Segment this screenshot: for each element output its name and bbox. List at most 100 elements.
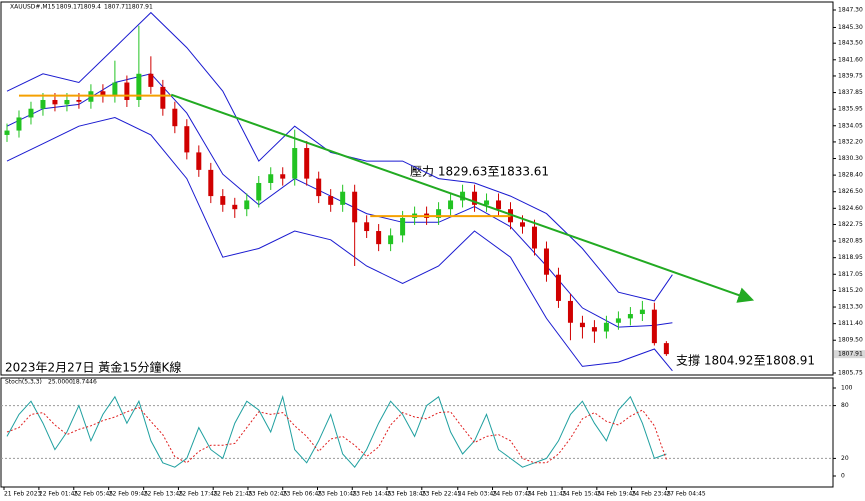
current-price: 1807.91 <box>838 351 863 358</box>
candle-body <box>555 274 561 301</box>
candle-body <box>615 318 621 323</box>
candle-body <box>16 117 22 131</box>
x-tick-label: 22 Feb 21:45 <box>213 491 253 498</box>
price-box <box>834 350 865 359</box>
candle-body <box>112 82 118 96</box>
y-tick-label: 1809.50 <box>838 337 863 344</box>
y-tick-label: 1843.50 <box>838 40 863 47</box>
stoch-main-value: 25.0000 <box>48 379 73 386</box>
header-high: 1809.4 <box>80 4 101 11</box>
candle-body <box>160 86 166 109</box>
symbol: XAUUSD#,M15 <box>10 4 55 11</box>
stoch-signal-value: 18.7446 <box>72 379 97 386</box>
y-tick-label: 1828.40 <box>838 172 863 179</box>
candle-body <box>364 222 370 232</box>
x-tick-label: 24 Feb 23:45 <box>632 491 672 498</box>
candle-body <box>496 200 502 210</box>
x-tick-label: 23 Feb 02:45 <box>248 491 288 498</box>
y-tick-label: 1822.75 <box>838 221 863 228</box>
candle-body <box>4 130 10 135</box>
stoch-tick-label: 20 <box>841 455 849 462</box>
header-low: 1807.71 <box>104 4 129 11</box>
x-tick-label: 24 Feb 11:45 <box>527 491 567 498</box>
x-tick-label: 21 Feb 2023 <box>4 491 42 498</box>
candle-body <box>304 148 310 179</box>
candle-body <box>64 99 70 105</box>
candle-body <box>448 200 454 210</box>
candle-body <box>519 222 525 227</box>
candle-body <box>136 73 142 100</box>
x-tick-label: 22 Feb 09:45 <box>109 491 149 498</box>
candle-body <box>268 174 274 183</box>
x-tick-label: 22 Feb 17:45 <box>178 491 218 498</box>
candle-body <box>627 314 633 319</box>
x-tick-label: 23 Feb 14:45 <box>352 491 392 498</box>
candle-body <box>484 200 490 205</box>
candle-body <box>328 196 334 205</box>
y-tick-label: 1832.20 <box>838 138 863 145</box>
y-tick-label: 1818.95 <box>838 254 863 261</box>
candle-body <box>76 99 82 102</box>
stoch-name: Stoch(5,3,3) <box>5 379 42 386</box>
candle-body <box>508 209 514 223</box>
stoch-frame <box>0 377 834 488</box>
x-tick-label: 27 Feb 04:45 <box>666 491 706 498</box>
candle-body <box>460 191 466 201</box>
stoch-tick-label: 0 <box>841 473 845 480</box>
candle-body <box>28 108 34 118</box>
y-tick-label: 1826.50 <box>838 188 863 195</box>
x-tick-label: 23 Feb 06:45 <box>283 491 323 498</box>
y-tick-label: 1835.95 <box>838 106 863 113</box>
candle-body <box>196 152 202 170</box>
candle-body <box>124 82 130 100</box>
candle-body <box>52 99 58 105</box>
candle-body <box>232 204 238 210</box>
candle-body <box>220 196 226 205</box>
resistance-note: 壓力 1829.63至1833.61 <box>410 165 549 179</box>
y-tick-label: 1845.30 <box>838 24 863 31</box>
trendline <box>170 93 755 303</box>
candle-body <box>591 327 597 332</box>
x-tick-label: 23 Feb 18:45 <box>387 491 427 498</box>
candle-body <box>340 191 346 205</box>
y-tick-label: 1820.85 <box>838 238 863 245</box>
candle-body <box>531 226 537 249</box>
y-tick-label: 1847.30 <box>838 7 863 14</box>
header-close: 1807.91 <box>128 4 153 11</box>
x-tick-label: 22 Feb 01:45 <box>39 491 79 498</box>
x-tick-label: 24 Feb 19:45 <box>597 491 637 498</box>
y-tick-label: 1824.60 <box>838 205 863 212</box>
y-tick-label: 1837.85 <box>838 89 863 96</box>
candle-body <box>100 91 106 96</box>
candle-body <box>280 174 286 179</box>
stoch-tick-label: 100 <box>841 385 853 392</box>
y-tick-label: 1805.75 <box>838 370 863 377</box>
candle-body <box>567 300 573 323</box>
y-tick-label: 1813.30 <box>838 304 863 311</box>
y-tick-label: 1839.75 <box>838 72 863 79</box>
candle-body <box>663 343 669 355</box>
x-tick-label: 22 Feb 05:45 <box>74 491 114 498</box>
y-tick-label: 1830.30 <box>838 155 863 162</box>
candle-body <box>352 191 358 223</box>
candle-body <box>148 73 154 87</box>
x-tick-label: 24 Feb 03:45 <box>458 491 498 498</box>
date-note: 2023年2月27日 黃金15分鐘K線 <box>5 360 181 375</box>
y-tick-label: 1811.40 <box>838 320 863 327</box>
candle-body <box>292 148 298 179</box>
candle-body <box>436 209 442 218</box>
candle-body <box>316 178 322 197</box>
candle-body <box>639 309 645 315</box>
band-middle <box>6 73 673 328</box>
main-frame <box>0 1 834 376</box>
candle-body <box>184 126 190 153</box>
x-tick-label: 23 Feb 10:45 <box>317 491 357 498</box>
candle-body <box>400 217 406 236</box>
candle-body <box>256 182 262 201</box>
stoch-signal <box>6 406 667 464</box>
candle-body <box>172 108 178 127</box>
candle-body <box>579 322 585 328</box>
y-tick-label: 1817.05 <box>838 271 863 278</box>
